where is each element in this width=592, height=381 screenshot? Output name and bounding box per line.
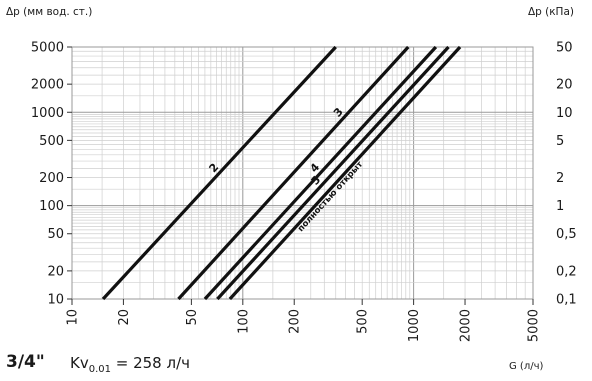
y-tick-label-left: 500 <box>39 134 64 149</box>
x-tick-label: 20 <box>117 309 132 326</box>
y-tick-label-right: 5 <box>556 134 564 149</box>
plot-frame <box>71 46 534 300</box>
model-size: 3/4" <box>6 352 45 372</box>
x-tick-label: 50 <box>185 309 200 326</box>
series-line <box>228 45 462 301</box>
y-tick-label-right: 10 <box>556 106 573 121</box>
y-tick-label-right: 0,5 <box>556 227 577 242</box>
series-line <box>177 45 410 301</box>
y-tick-label-left: 100 <box>39 199 64 214</box>
y-axis-title-right: Δp (кПа) <box>527 6 574 18</box>
x-tick-label: 5000 <box>527 309 542 342</box>
y-tick-label-right: 50 <box>556 41 573 56</box>
series-line <box>216 45 450 301</box>
y-tick-label-left: 20 <box>47 264 64 279</box>
y-axis-title-left: Δp (мм вод. ст.) <box>6 6 93 18</box>
kv-value: Kv0.01 = 258 л/ч <box>70 354 190 375</box>
series-line <box>203 45 438 301</box>
y-tick-label-left: 5000 <box>31 41 64 56</box>
x-tick-label: 500 <box>356 309 371 334</box>
y-tick-label-left: 1000 <box>31 106 64 121</box>
y-tick-label-right: 20 <box>556 78 573 93</box>
x-tick-label: 1000 <box>407 309 422 342</box>
y-tick-label-right: 0,1 <box>556 293 577 308</box>
y-tick-label-right: 1 <box>556 199 564 214</box>
y-tick-label-left: 200 <box>39 171 64 186</box>
kv-suffix: = 258 л/ч <box>110 354 190 372</box>
y-tick-label-right: 2 <box>556 171 564 186</box>
tick-labels: 10 0,1 20 0,2 50 0,5 100 1 200 2 500 5 1000 10 2000 20 5… <box>31 41 577 343</box>
kv-prefix: Kv <box>70 354 89 372</box>
x-tick-label: 100 <box>236 309 251 334</box>
grid <box>71 46 534 300</box>
y-tick-label-left: 50 <box>47 227 64 242</box>
x-tick-label: 200 <box>288 309 303 334</box>
y-tick-label-left: 2000 <box>31 78 64 93</box>
y-tick-label-left: 10 <box>47 293 64 308</box>
y-tick-label-right: 0,2 <box>556 264 577 279</box>
x-tick-label: 2000 <box>459 309 474 342</box>
x-tick-label: 10 <box>66 309 81 326</box>
kv-subscript: 0.01 <box>88 364 111 375</box>
series-line <box>101 45 337 301</box>
x-axis-title: G (л/ч) <box>509 361 544 372</box>
